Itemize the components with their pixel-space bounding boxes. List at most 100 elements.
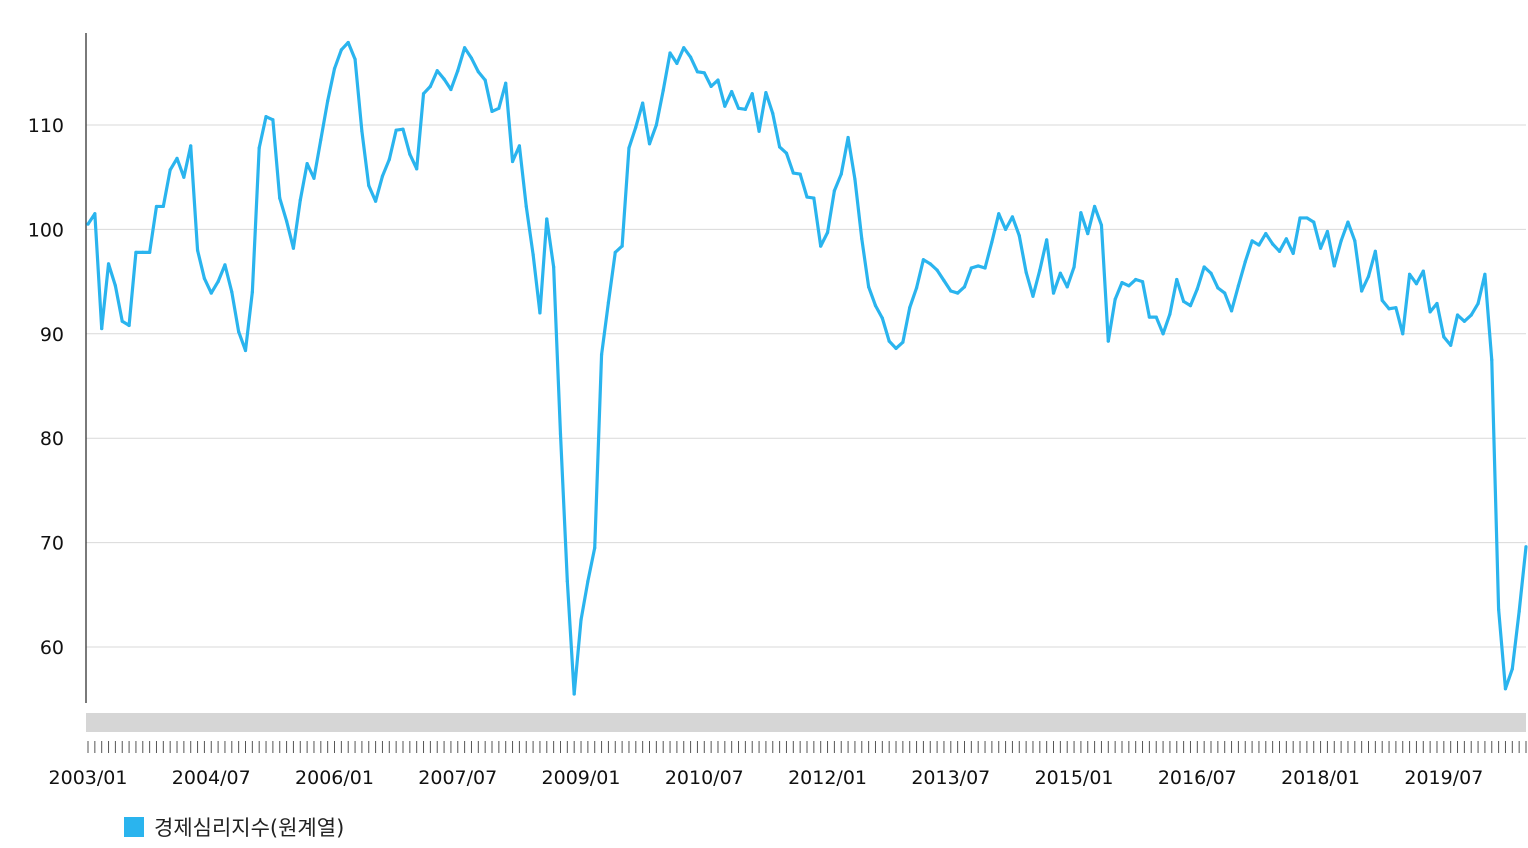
data-point xyxy=(1229,309,1234,313)
data-point xyxy=(798,172,802,176)
data-point xyxy=(161,204,165,209)
data-point xyxy=(1380,298,1384,302)
data-point xyxy=(688,55,693,59)
data-point xyxy=(757,129,761,133)
data-point xyxy=(202,276,207,281)
data-point xyxy=(606,300,611,305)
data-point xyxy=(374,199,378,203)
data-point xyxy=(168,168,172,172)
data-point xyxy=(319,138,323,142)
data-point xyxy=(1051,291,1056,295)
data-point xyxy=(654,123,658,127)
data-point xyxy=(558,432,563,436)
data-point xyxy=(1113,297,1117,301)
data-point xyxy=(1442,335,1446,339)
data-point xyxy=(1490,358,1494,362)
data-point xyxy=(743,107,747,111)
y-tick-label: 100 xyxy=(28,219,64,241)
data-point xyxy=(278,196,282,200)
data-point xyxy=(1291,251,1295,256)
data-point xyxy=(1120,281,1124,285)
data-point xyxy=(1182,299,1186,304)
legend: 경제심리지수(원계열) xyxy=(124,812,344,842)
data-point xyxy=(545,217,549,221)
data-point xyxy=(1058,271,1062,275)
data-point xyxy=(565,579,569,583)
data-point xyxy=(305,162,309,166)
data-point xyxy=(641,101,645,105)
data-point xyxy=(230,290,234,294)
data-point xyxy=(1223,291,1227,295)
legend-label: 경제심리지수(원계열) xyxy=(154,816,345,840)
data-point xyxy=(1373,249,1377,253)
data-point xyxy=(517,144,522,148)
x-tick-label: 2007/07 xyxy=(418,767,497,789)
data-point xyxy=(1134,277,1138,282)
data-point xyxy=(1510,667,1514,671)
data-point xyxy=(750,92,754,96)
data-point xyxy=(216,280,220,284)
data-point xyxy=(1099,223,1104,227)
data-point xyxy=(1503,687,1508,691)
x-tick-label: 2015/01 xyxy=(1035,767,1114,789)
data-point xyxy=(908,306,912,310)
data-point xyxy=(894,346,898,351)
x-tick-label: 2016/07 xyxy=(1158,767,1237,789)
legend-swatch xyxy=(124,817,144,837)
data-point xyxy=(209,291,213,295)
data-point xyxy=(531,252,535,257)
data-point xyxy=(312,176,316,180)
data-point xyxy=(572,692,576,696)
data-point xyxy=(93,212,97,216)
data-point xyxy=(1017,234,1021,238)
data-point xyxy=(1325,229,1330,234)
data-point xyxy=(1339,239,1343,243)
y-tick-label: 80 xyxy=(40,428,64,450)
data-point xyxy=(428,84,432,88)
data-point xyxy=(497,106,501,110)
x-tick-label: 2013/07 xyxy=(911,767,990,789)
y-tick-label: 110 xyxy=(28,115,64,137)
data-point xyxy=(1072,265,1076,269)
data-point xyxy=(1435,301,1439,306)
data-point xyxy=(716,78,720,82)
data-point xyxy=(106,262,111,266)
data-point xyxy=(449,87,453,92)
x-tick-label: 2012/01 xyxy=(788,767,867,789)
data-point xyxy=(1353,239,1357,243)
data-point xyxy=(182,175,186,179)
data-point xyxy=(100,326,104,331)
data-point xyxy=(1360,289,1364,293)
data-point xyxy=(825,230,830,235)
data-point xyxy=(483,78,487,82)
data-point xyxy=(127,323,131,328)
data-point xyxy=(1045,238,1049,242)
data-point xyxy=(86,222,90,226)
data-point xyxy=(1346,220,1350,224)
data-point xyxy=(1497,607,1501,612)
data-point xyxy=(867,285,871,289)
data-point xyxy=(552,265,556,269)
data-point xyxy=(1421,269,1425,273)
data-point xyxy=(921,258,926,262)
x-tick-label: 2010/07 xyxy=(665,767,744,789)
data-point xyxy=(257,146,261,150)
data-point xyxy=(1079,211,1083,215)
data-point xyxy=(730,89,734,94)
data-point xyxy=(469,56,474,60)
data-point xyxy=(1202,265,1206,269)
data-point xyxy=(442,77,446,81)
data-point xyxy=(360,129,364,133)
data-point xyxy=(1483,272,1487,276)
data-point xyxy=(647,142,652,146)
data-point xyxy=(914,286,919,290)
data-point xyxy=(784,151,789,155)
data-point xyxy=(771,111,775,116)
data-point xyxy=(695,70,700,74)
data-point xyxy=(524,204,528,209)
range-scrollbar[interactable] xyxy=(86,713,1526,732)
data-point xyxy=(1332,264,1336,268)
data-point xyxy=(408,152,412,156)
data-point xyxy=(421,92,426,96)
